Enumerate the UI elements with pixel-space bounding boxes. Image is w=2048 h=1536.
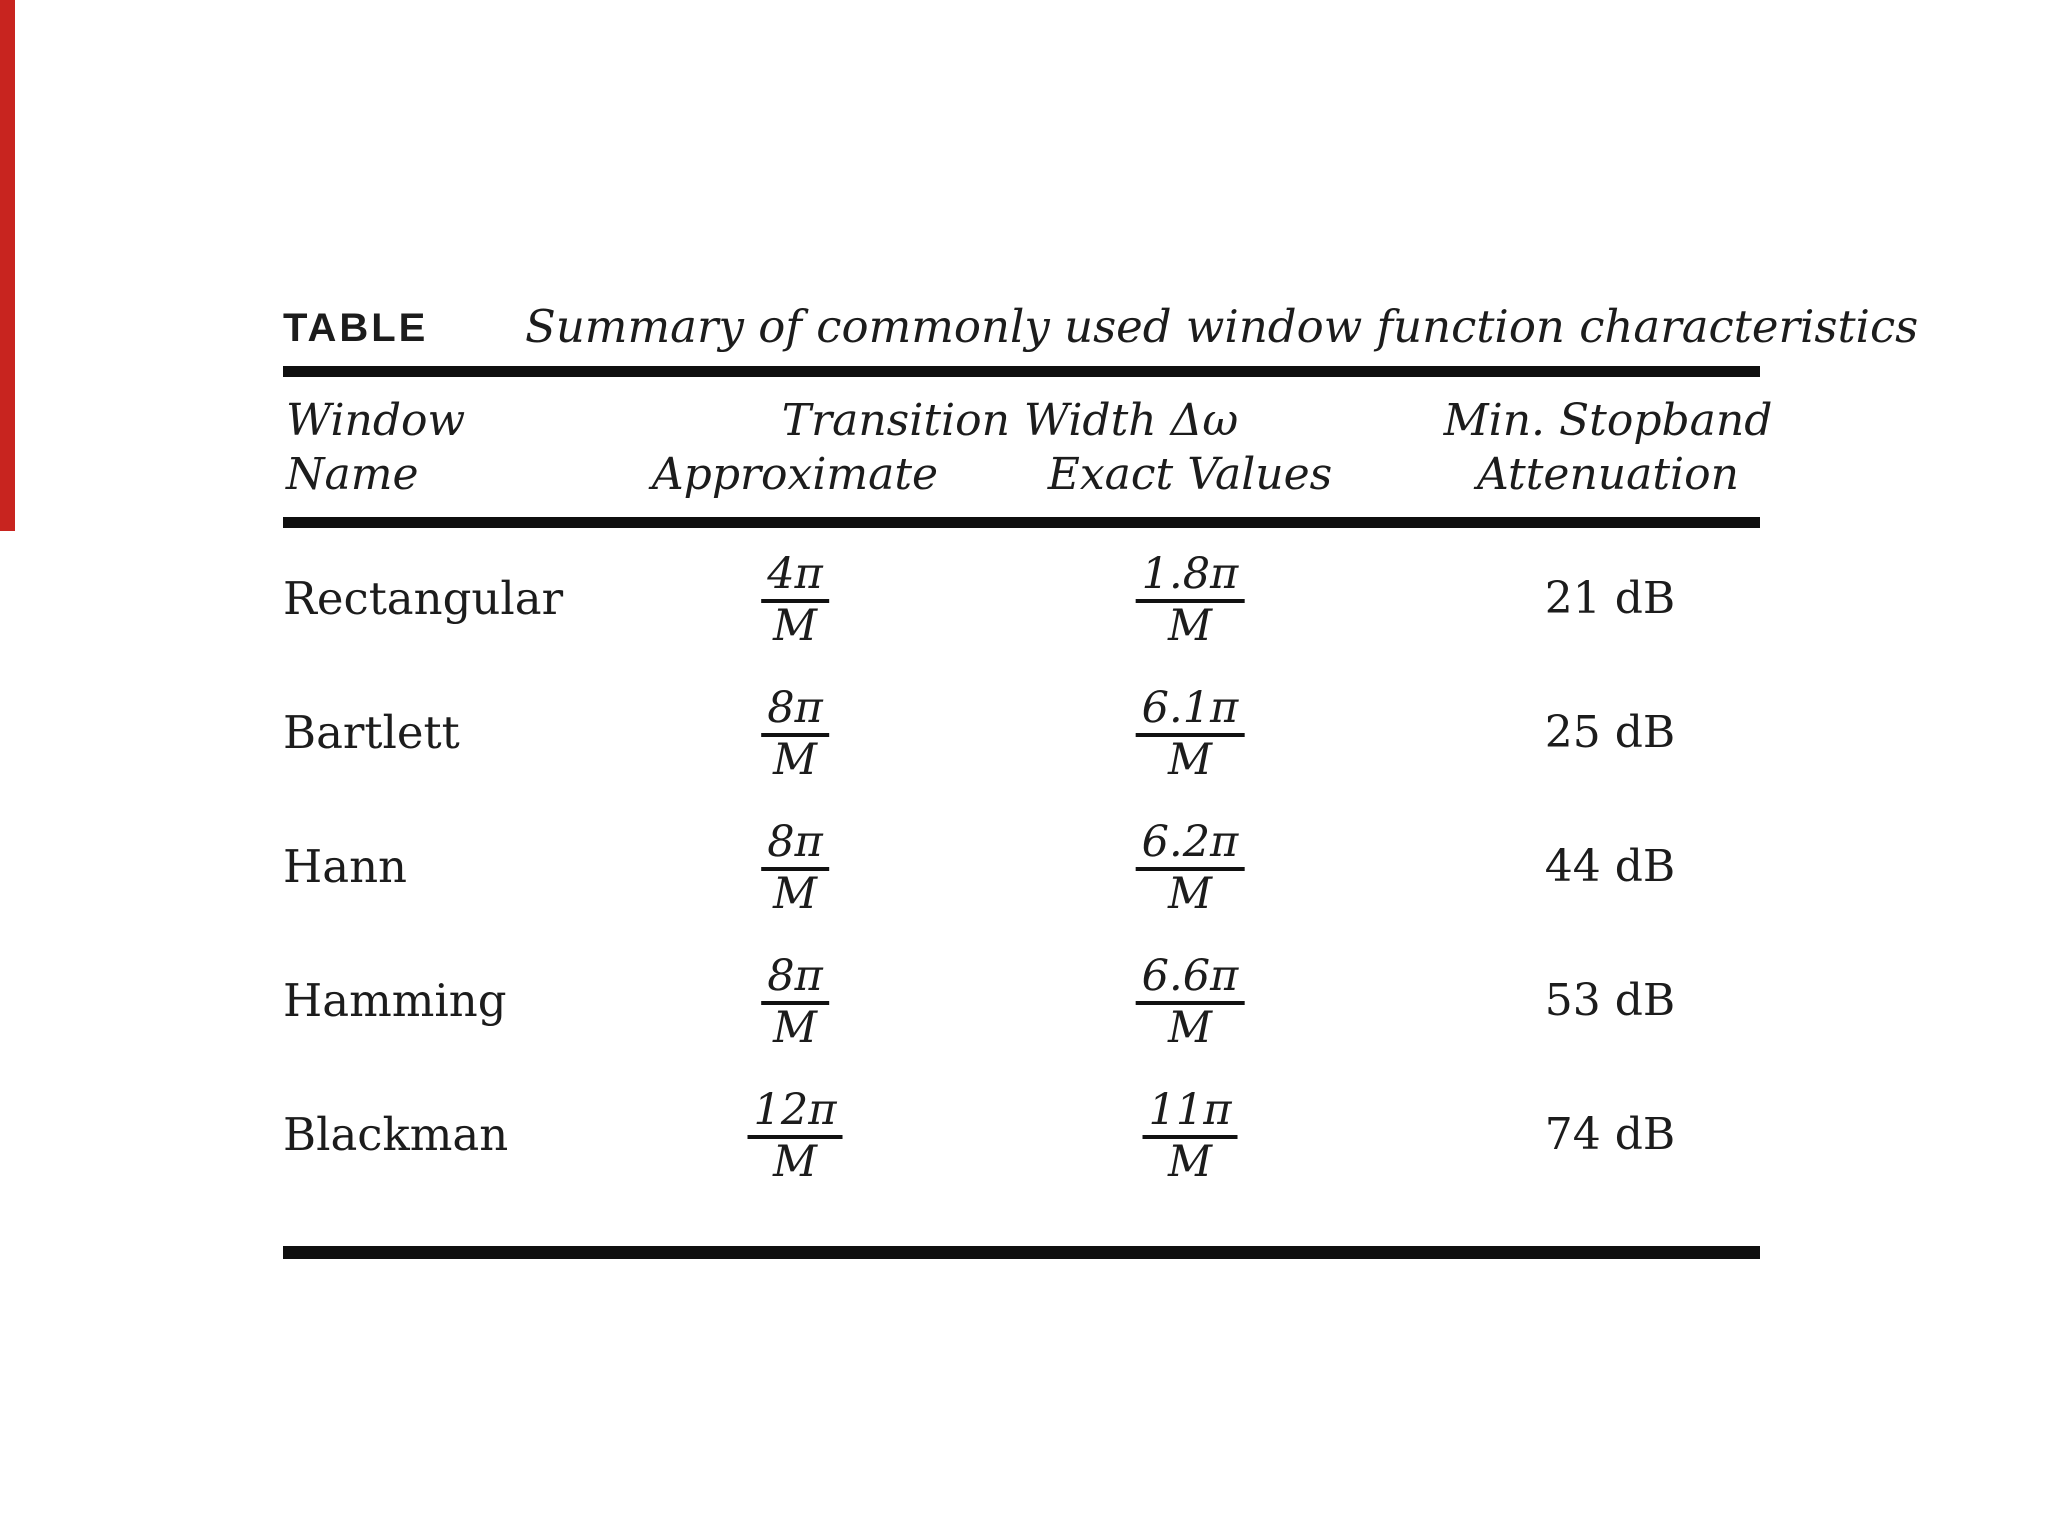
header-min-stopband: Min. Stopband: [1443, 395, 1773, 446]
fraction-numerator: 6.1π: [1135, 685, 1245, 737]
row-name-bartlett: Bartlett: [283, 706, 460, 759]
fraction-numerator: 4π: [761, 551, 829, 603]
table-rule-header: [283, 517, 1760, 528]
row-name-hann: Hann: [283, 840, 408, 893]
row-bartlett-approx-fraction: 8π M: [761, 683, 829, 783]
fraction-denominator: M: [772, 869, 818, 919]
row-rectangular-attenuation: 21 dB: [1544, 573, 1676, 624]
row-blackman-approx-fraction: 12π M: [747, 1085, 843, 1187]
row-bartlett-exact-fraction: 6.1π M: [1135, 683, 1245, 785]
row-bartlett-attenuation: 25 dB: [1544, 707, 1676, 758]
table-label: TABLE: [283, 306, 429, 350]
fraction-denominator: M: [772, 1003, 818, 1053]
header-exact-values: Exact Values: [1047, 449, 1333, 500]
header-window: Window: [286, 395, 466, 446]
fraction-denominator: M: [772, 601, 818, 651]
row-hann-attenuation: 44 dB: [1544, 841, 1676, 892]
row-rectangular-exact-fraction: 1.8π M: [1135, 549, 1245, 651]
fraction-denominator: M: [1167, 1137, 1213, 1187]
fraction-denominator: M: [772, 1137, 818, 1187]
fraction-numerator: 11π: [1142, 1087, 1238, 1139]
table-rule-top: [283, 366, 1760, 377]
fraction-denominator: M: [1167, 1003, 1213, 1053]
fraction-numerator: 8π: [761, 953, 829, 1005]
fraction-denominator: M: [1167, 869, 1213, 919]
row-hamming-approx-fraction: 8π M: [761, 951, 829, 1051]
header-name: Name: [286, 449, 419, 500]
red-book-edge-bar: [0, 0, 15, 531]
row-hann-approx-fraction: 8π M: [761, 817, 829, 917]
fraction-denominator: M: [1167, 735, 1213, 785]
row-name-hamming: Hamming: [283, 974, 507, 1027]
header-attenuation: Attenuation: [1477, 449, 1739, 500]
row-hamming-attenuation: 53 dB: [1544, 975, 1676, 1026]
fraction-denominator: M: [772, 735, 818, 785]
row-name-blackman: Blackman: [283, 1108, 509, 1161]
fraction-numerator: 6.6π: [1135, 953, 1245, 1005]
row-rectangular-approx-fraction: 4π M: [761, 549, 829, 649]
fraction-numerator: 12π: [747, 1087, 843, 1139]
header-transition-width: Transition Width Δω: [781, 395, 1239, 446]
fraction-numerator: 6.2π: [1135, 819, 1245, 871]
header-approximate: Approximate: [651, 449, 939, 500]
table-rule-bottom: [283, 1246, 1760, 1259]
fraction-numerator: 8π: [761, 685, 829, 737]
fraction-denominator: M: [1167, 601, 1213, 651]
fraction-numerator: 1.8π: [1135, 551, 1245, 603]
table-title: Summary of commonly used window function…: [525, 300, 1919, 353]
row-hann-exact-fraction: 6.2π M: [1135, 817, 1245, 919]
row-blackman-attenuation: 74 dB: [1544, 1109, 1676, 1160]
fraction-numerator: 8π: [761, 819, 829, 871]
row-name-rectangular: Rectangular: [283, 572, 564, 625]
row-blackman-exact-fraction: 11π M: [1142, 1085, 1238, 1187]
row-hamming-exact-fraction: 6.6π M: [1135, 951, 1245, 1053]
